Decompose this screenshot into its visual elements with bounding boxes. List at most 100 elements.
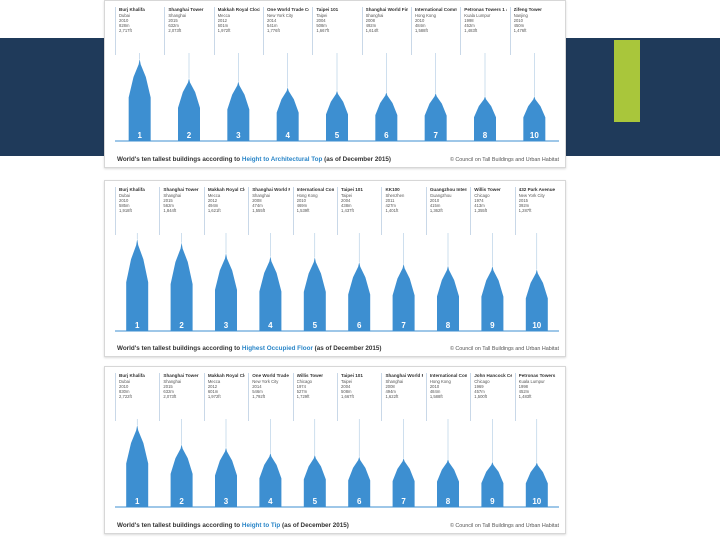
building-detail: 1998 xyxy=(518,383,528,389)
building-detail: 2004 xyxy=(316,17,326,23)
building-detail: 2,717ft xyxy=(119,28,132,34)
building-info: Shanghai Tower Shanghai 2015 632m 2,073ft xyxy=(159,373,203,421)
building-silhouette: 1 xyxy=(126,419,149,507)
infographic-architectural-top: Burj Khalifa Dubai 2010 828m 2,717ft Shanghai… xyxy=(104,0,566,168)
rank-number: 5 xyxy=(313,497,318,506)
credit-text: © Council on Tall Buildings and Urban Ha… xyxy=(449,346,559,352)
credit-text: © Council on Tall Buildings and Urban Ha… xyxy=(449,523,559,529)
building-info: International Commerce CentreHong Kong20… xyxy=(425,373,470,421)
building-detail: 508m xyxy=(316,23,327,28)
building-detail: 1969 xyxy=(474,383,484,389)
building-detail: 1,729ft xyxy=(296,394,310,400)
building-detail: 2011 xyxy=(385,197,395,203)
building-detail: 1,555ft xyxy=(252,208,266,214)
building-detail: 2010 xyxy=(513,17,523,23)
building-name: KK100 xyxy=(385,187,400,192)
building-detail: 1,667ft xyxy=(316,28,330,34)
building-detail: 2015 xyxy=(518,197,528,203)
building-info: Taipei 101 Taipei 2004 438m 1,437ft xyxy=(337,187,381,235)
building-detail: Nanjing xyxy=(513,12,528,18)
building-name: Shanghai Tower xyxy=(163,373,199,378)
building-detail: 474m xyxy=(252,203,263,208)
building-detail: Kuala Lumpur xyxy=(518,378,545,384)
building-info: 432 Park Avenue New York City 2015 392m 1,28… xyxy=(514,187,559,235)
building-name: Burj Khalifa xyxy=(119,373,145,378)
skyline: 1 2 3 4 5 6 7 8 10 xyxy=(115,53,559,142)
building-info: Petronas Towers 1 & 2Kuala Lumpur1998452… xyxy=(460,7,509,55)
building-silhouette: 9 xyxy=(481,233,504,331)
building-silhouette: 2 xyxy=(170,419,193,507)
building-info: Makkah Royal Clock Tower HotelMecca20126… xyxy=(203,373,248,421)
building-info: Guangzhou International Finance CenterGu… xyxy=(425,187,470,235)
building-detail: 541m xyxy=(266,23,278,28)
building-detail: 601m xyxy=(217,23,229,28)
rank-number: 10 xyxy=(532,321,541,330)
skyline: 1 2 3 4 5 6 7 8 9 10 xyxy=(115,419,559,508)
building-detail: 2010 xyxy=(429,383,440,389)
building-silhouette: 10 xyxy=(525,233,548,331)
building-detail: 1998 xyxy=(464,17,474,23)
building-name: Makkah Royal Clock Tower Hotel xyxy=(207,373,245,378)
building-info: Willis Tower Chicago 1974 527m 1,729ft xyxy=(292,373,337,421)
building-detail: 2015 xyxy=(163,197,173,203)
building-detail: 601m xyxy=(207,389,219,394)
building-detail: 632m xyxy=(163,389,174,394)
building-detail: 562m xyxy=(163,203,174,208)
building-info: Taipei 101 Taipei 2004 508m 1,667ft xyxy=(312,7,361,55)
infographic-caption: World's ten tallest buildings according … xyxy=(117,345,382,352)
building-detail: 1,918ft xyxy=(119,208,132,214)
building-detail: 2,073ft xyxy=(163,394,177,400)
building-silhouette: 5 xyxy=(303,233,326,331)
rank-number: 5 xyxy=(313,321,318,330)
building-silhouette: 2 xyxy=(170,233,193,331)
building-name: Shanghai World Financial Center xyxy=(365,7,408,12)
building-detail: 527m xyxy=(296,389,308,394)
building-silhouette: 10 xyxy=(523,53,546,141)
building-silhouette: 4 xyxy=(259,233,282,331)
building-detail: 2015 xyxy=(163,383,173,389)
rank-number: 4 xyxy=(268,321,273,330)
building-silhouette: 9 xyxy=(481,419,504,507)
building-silhouette: 6 xyxy=(375,53,398,141)
building-name: Makkah Royal Clock Tower Hotel xyxy=(217,7,260,12)
building-detail: 1,287ft xyxy=(518,208,532,214)
building-info: Zifeng Tower Nanjing 2010 450m 1,476ft xyxy=(509,7,559,55)
building-info: Shanghai World Financial CenterShanghai2… xyxy=(381,373,425,421)
building-name: Taipei 101 xyxy=(341,373,363,378)
building-detail: Shanghai xyxy=(365,12,384,18)
building-silhouette: 4 xyxy=(276,53,299,141)
building-detail: 2008 xyxy=(365,17,375,23)
building-name: 432 Park Avenue xyxy=(518,187,556,192)
building-detail: 585m xyxy=(119,203,130,208)
rank-number: 9 xyxy=(490,321,495,330)
building-detail: 1,621ft xyxy=(207,208,221,214)
building-detail: Chicago xyxy=(296,378,312,384)
building-detail: 2014 xyxy=(266,17,277,23)
credit-text: © Council on Tall Buildings and Urban Ha… xyxy=(449,157,559,163)
building-detail: 1,355ft xyxy=(474,208,488,214)
building-detail: 2012 xyxy=(207,383,218,389)
building-detail: 2012 xyxy=(217,17,227,23)
building-detail: 1,972ft xyxy=(207,394,221,400)
building-detail: 1,500ft xyxy=(474,394,488,400)
building-detail: New York City xyxy=(252,378,279,384)
building-info: International Commerce CentreHong Kong20… xyxy=(292,187,337,235)
building-silhouette: 7 xyxy=(424,53,447,141)
rank-number: 8 xyxy=(483,131,488,140)
building-name: Willis Tower xyxy=(296,373,324,378)
building-detail: 484m xyxy=(414,23,426,28)
building-detail: 492m xyxy=(365,23,377,28)
rank-number: 9 xyxy=(490,497,495,506)
building-info-columns: Burj Khalifa Dubai 2010 828m 2,717ft Shanghai… xyxy=(115,7,559,55)
building-detail: 1,792ft xyxy=(252,394,266,400)
building-detail: 1,476ft xyxy=(513,28,527,34)
building-detail: Mecca xyxy=(207,192,221,198)
building-info: Burj Khalifa Dubai 2010 828m 2,717ft xyxy=(115,7,164,55)
rank-number: 8 xyxy=(446,497,451,506)
building-name: Taipei 101 xyxy=(316,7,339,12)
building-detail: Dubai xyxy=(119,12,130,18)
infographic-height-to-tip: Burj Khalifa Dubai 2010 830m 2,722ft Shanghai… xyxy=(104,366,566,534)
building-silhouette: 3 xyxy=(215,233,237,331)
building-detail: 1,483ft xyxy=(518,394,532,400)
skyline: 1 2 3 4 5 6 7 8 9 10 xyxy=(115,233,559,332)
